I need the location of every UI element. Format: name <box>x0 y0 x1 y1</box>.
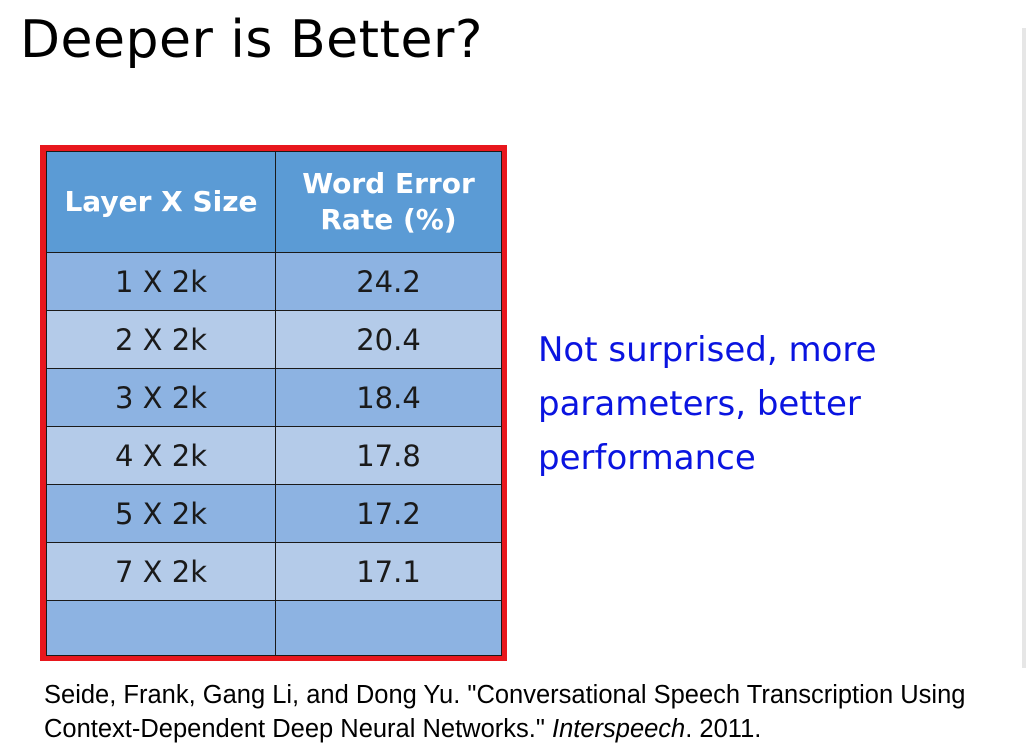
layer-size-cell: 4 X 2k <box>46 426 276 485</box>
table-row: 2 X 2k 20.4 <box>46 310 502 369</box>
table-header-row: Layer X Size Word Error Rate (%) <box>46 151 502 253</box>
slide-title: Deeper is Better? <box>20 10 483 70</box>
table-row: 1 X 2k 24.2 <box>46 252 502 311</box>
word-error-rate-cell: 24.2 <box>275 252 502 311</box>
citation-year: . 2011. <box>685 715 762 743</box>
layer-size-cell: 3 X 2k <box>46 368 276 427</box>
layer-size-cell: 1 X 2k <box>46 252 276 311</box>
annotation-line: performance <box>538 438 756 478</box>
word-error-rate-cell: 20.4 <box>275 310 502 369</box>
table-row: 3 X 2k 18.4 <box>46 368 502 427</box>
annotation-line: Not surprised, more <box>538 330 877 370</box>
slide-edge-divider <box>1022 28 1026 668</box>
citation-text: Seide, Frank, Gang Li, and Dong Yu. "Con… <box>44 681 966 743</box>
layer-size-cell: 2 X 2k <box>46 310 276 369</box>
annotation-line: parameters, better <box>538 384 861 424</box>
annotation-text: Not surprised, more parameters, better p… <box>538 323 958 485</box>
column-header-layer-size: Layer X Size <box>46 151 276 253</box>
results-table: Layer X Size Word Error Rate (%) 1 X 2k … <box>46 151 502 656</box>
table-row: 4 X 2k 17.8 <box>46 426 502 485</box>
word-error-rate-cell: 17.2 <box>275 484 502 543</box>
column-header-word-error-rate: Word Error Rate (%) <box>275 151 502 253</box>
word-error-rate-cell: 17.1 <box>275 542 502 601</box>
highlight-frame: Layer X Size Word Error Rate (%) 1 X 2k … <box>40 145 507 661</box>
table-row: 7 X 2k 17.1 <box>46 542 502 601</box>
layer-size-cell: 7 X 2k <box>46 542 276 601</box>
word-error-rate-cell: 17.8 <box>275 426 502 485</box>
word-error-rate-cell <box>275 600 502 656</box>
word-error-rate-cell: 18.4 <box>275 368 502 427</box>
layer-size-cell: 5 X 2k <box>46 484 276 543</box>
citation-venue: Interspeech <box>551 715 686 743</box>
citation: Seide, Frank, Gang Li, and Dong Yu. "Con… <box>44 678 1019 746</box>
layer-size-cell <box>46 600 276 656</box>
table-row-empty <box>46 600 502 656</box>
table-row: 5 X 2k 17.2 <box>46 484 502 543</box>
